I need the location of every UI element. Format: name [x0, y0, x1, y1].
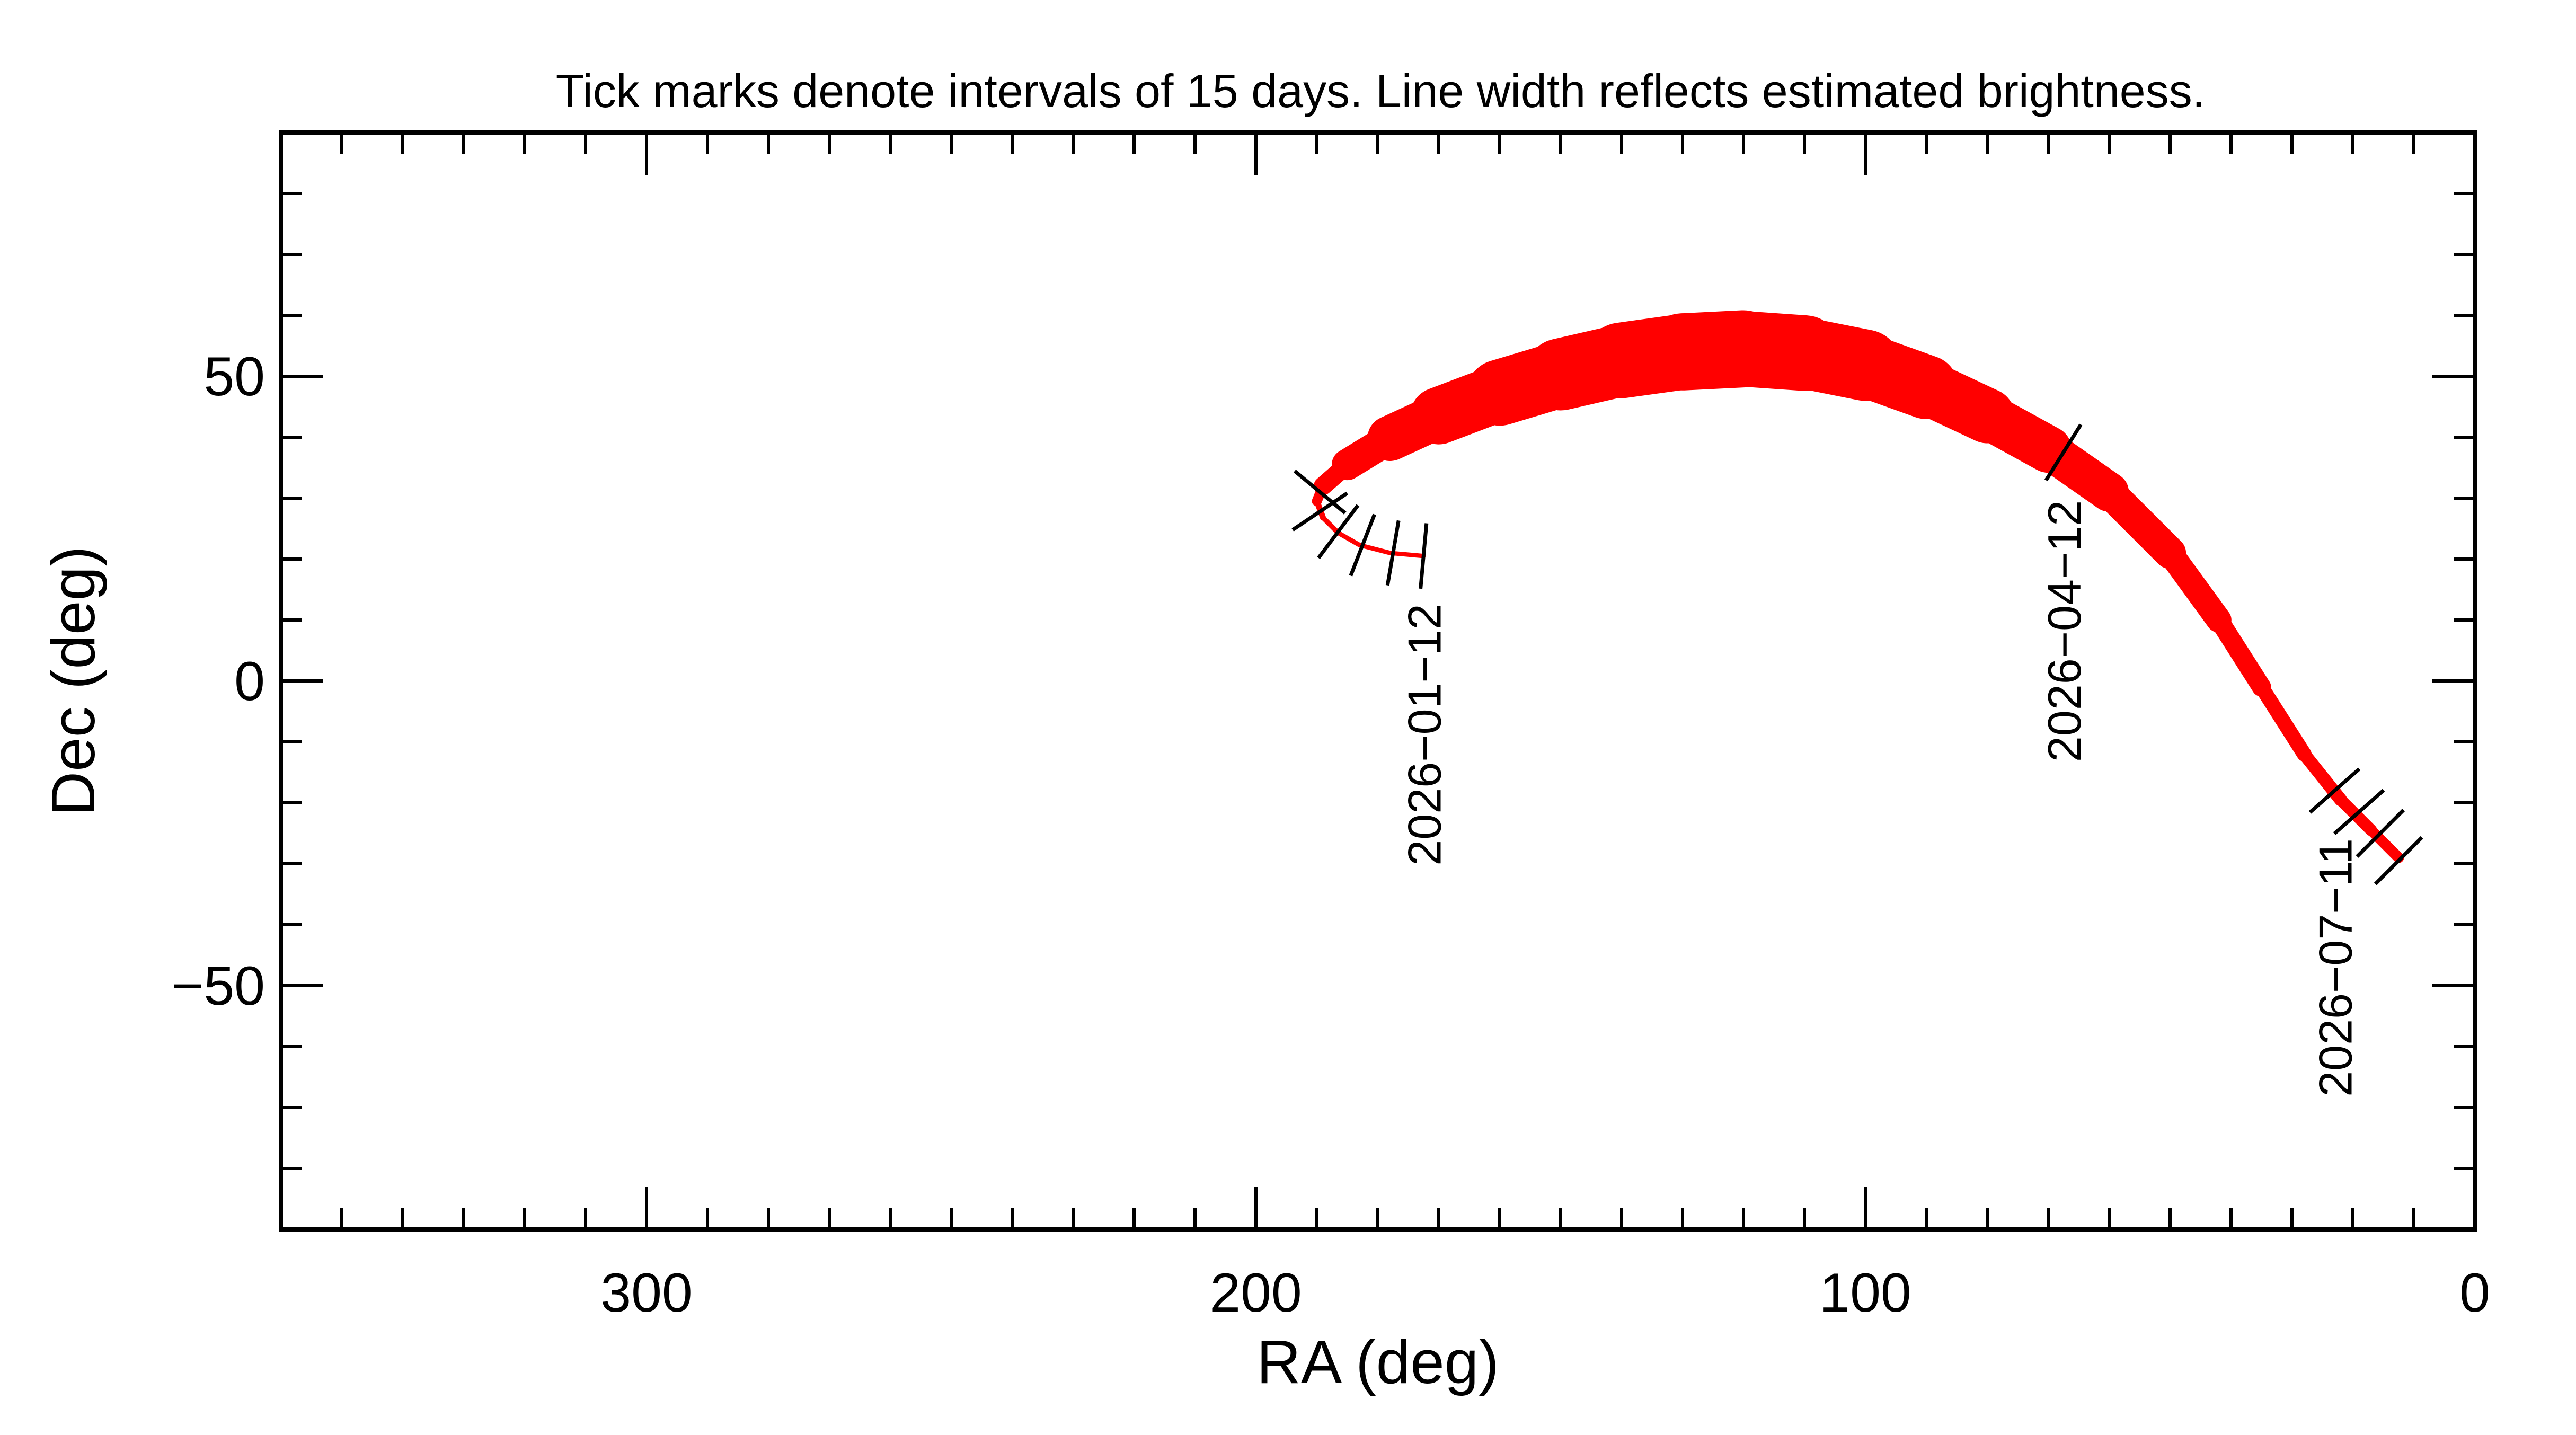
date-tick-mark: [1385, 520, 1401, 586]
x-tick-label: 0: [2459, 1262, 2490, 1324]
track-segment: [2254, 679, 2312, 761]
date-tick-mark: [2308, 767, 2361, 814]
axis-ticks: [279, 131, 2476, 1231]
date-tick-mark: [1419, 523, 1429, 589]
track-segment: [2297, 747, 2348, 807]
date-tick-mark: [2333, 789, 2385, 835]
x-tick-labels: 300 200 100 0: [600, 1262, 2490, 1324]
date-tick-mark: [1293, 470, 1347, 515]
track-segment: [2093, 476, 2186, 569]
plot-frame: [279, 130, 2477, 1232]
x-tick-label: 100: [1819, 1262, 1911, 1324]
track-segment: [1387, 551, 1426, 559]
track-segment: [1357, 543, 1393, 555]
date-annotation: 2026−07−11: [2309, 838, 2362, 1097]
date-annotation: 2026−01−12: [1398, 604, 1450, 865]
track-layer: [1312, 310, 2404, 863]
y-axis-label: Dec (deg): [39, 546, 108, 816]
date-tick-mark: [1291, 491, 1349, 532]
x-tick-label: 300: [600, 1262, 693, 1324]
date-annotation: 2026−04−12: [2038, 500, 2091, 762]
date-tick-mark: [2356, 809, 2405, 858]
x-axis-label: RA (deg): [1256, 1327, 1499, 1396]
date-tick-mark: [2044, 423, 2083, 482]
y-tick-label: 50: [203, 346, 265, 408]
date-tick-mark: [1349, 513, 1376, 577]
track-segment: [2157, 540, 2232, 633]
y-tick-label: 0: [234, 651, 265, 712]
track-segment: [1320, 515, 1341, 536]
y-tick-labels: 50 0 −50: [172, 346, 265, 1017]
track-segment: [2209, 610, 2271, 697]
tickmark-layer: [1291, 423, 2423, 885]
date-tick-mark: [1317, 504, 1360, 559]
chart-title: Tick marks denote intervals of 15 days. …: [556, 65, 2205, 117]
track-segment: [1335, 530, 1362, 547]
x-tick-label: 200: [1210, 1262, 1302, 1324]
annotation-layer: 2026−01−12 2026−04−12 2026−07−11: [1398, 500, 2361, 1097]
track-segment: [2366, 825, 2404, 863]
date-tick-mark: [2374, 836, 2423, 885]
y-tick-label: −50: [172, 955, 265, 1017]
